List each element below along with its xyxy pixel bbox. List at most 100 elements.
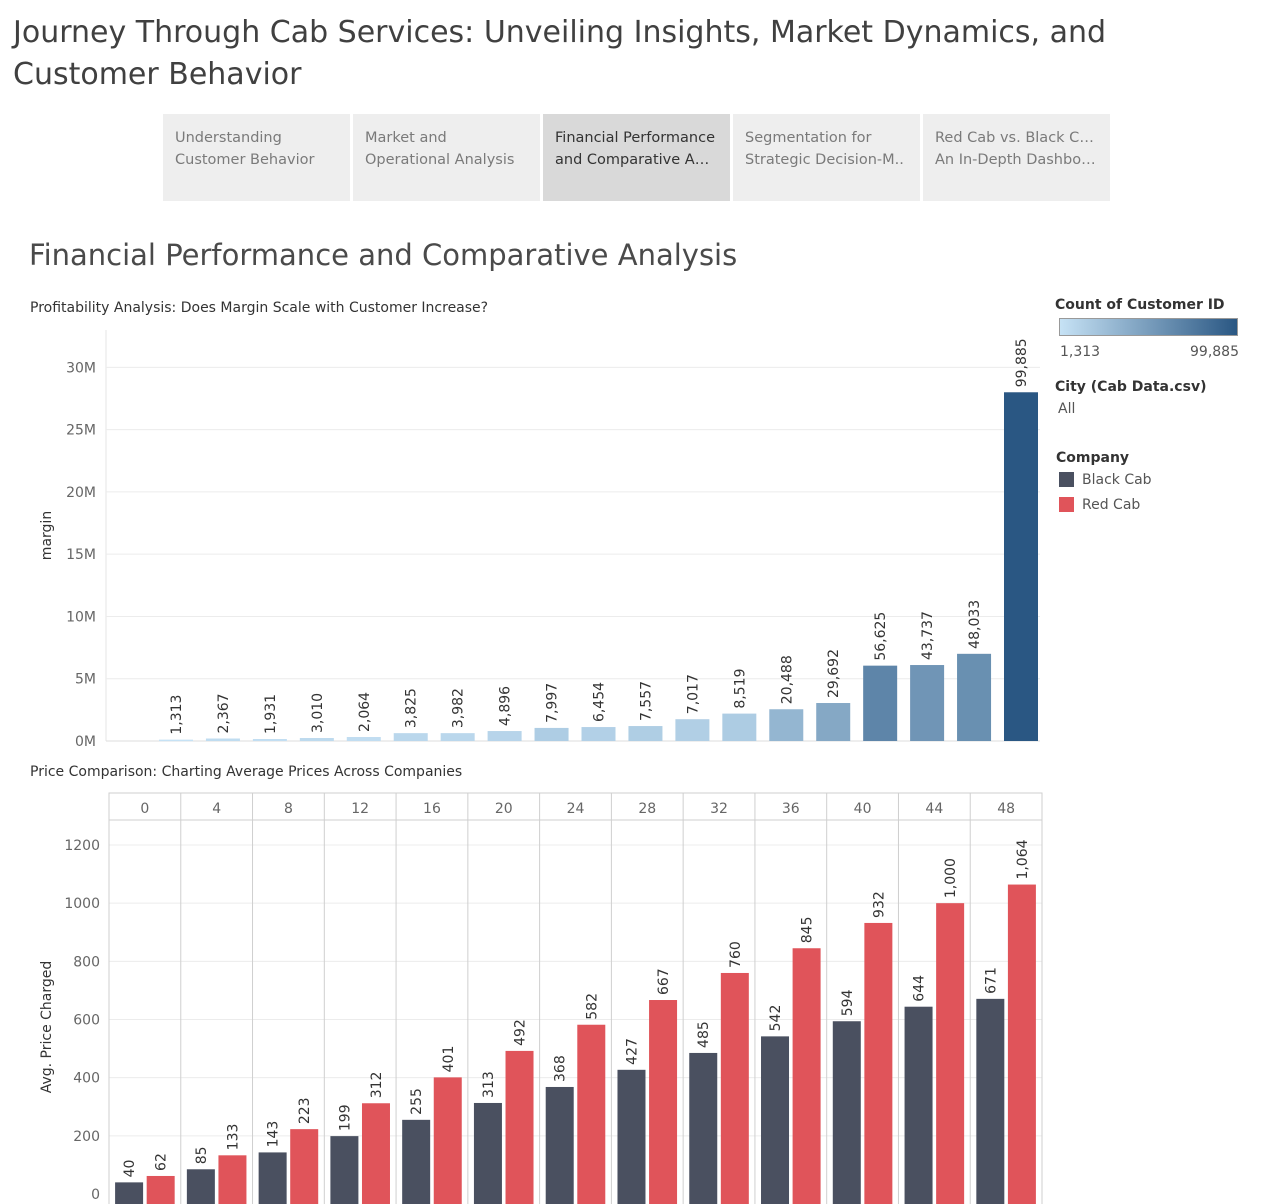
tab-red-vs-black-cab[interactable]: Red Cab vs. Black Cab: An In-Depth Dashb… <box>923 114 1110 201</box>
black-cab-swatch <box>1059 472 1074 487</box>
y-tick-label: 10M <box>66 609 96 625</box>
black-cab-bar <box>402 1119 431 1204</box>
black-cab-data-label: 143 <box>266 1121 282 1148</box>
y-axis-title: Avg. Price Charged <box>39 961 55 1094</box>
margin-bar <box>346 737 381 741</box>
bar-data-label: 7,557 <box>638 681 654 721</box>
black-cab-bar <box>258 1152 287 1204</box>
black-cab-data-label: 485 <box>696 1021 712 1048</box>
y-tick-label: 25M <box>66 423 96 439</box>
margin-bar <box>205 738 240 741</box>
tab-label-line1: Red Cab vs. Black Cab: <box>935 130 1098 146</box>
city-filter-value[interactable]: All <box>1058 401 1076 417</box>
black-cab-bar <box>186 1169 215 1204</box>
red-cab-data-label: 223 <box>297 1097 313 1124</box>
profitability-chart-title: Profitability Analysis: Does Margin Scal… <box>30 300 489 316</box>
red-cab-bar <box>433 1077 462 1204</box>
red-cab-data-label: 845 <box>800 917 816 944</box>
color-legend-max: 99,885 <box>1190 344 1239 360</box>
city-filter-title: City (Cab Data.csv) <box>1055 379 1207 395</box>
tab-financial-performance[interactable]: Financial Performance and Comparative An… <box>543 114 730 201</box>
price-chart-title: Price Comparison: Charting Average Price… <box>30 764 463 780</box>
black-cab-data-label: 199 <box>337 1104 353 1131</box>
bar-data-label: 6,454 <box>592 682 608 722</box>
bar-data-label: 20,488 <box>779 655 795 704</box>
bar-data-label: 2,064 <box>357 692 373 732</box>
black-cab-data-label: 542 <box>768 1005 784 1032</box>
black-cab-data-label: 594 <box>840 989 856 1016</box>
color-legend-min: 1,313 <box>1060 344 1101 360</box>
red-cab-data-label: 312 <box>369 1072 385 1099</box>
red-cab-legend-label[interactable]: Red Cab <box>1082 497 1141 513</box>
tab-label-line1: Segmentation for <box>745 130 872 146</box>
black-cab-legend-label[interactable]: Black Cab <box>1082 472 1152 488</box>
tab-label-line1: Understanding <box>175 130 282 146</box>
black-cab-data-label: 368 <box>553 1055 569 1082</box>
red-cab-data-label: 401 <box>441 1046 457 1073</box>
margin-bar <box>675 719 710 741</box>
story-title: Journey Through Cab Services: Unveiling … <box>13 15 1107 92</box>
red-cab-bar <box>290 1129 319 1204</box>
black-cab-bar <box>761 1036 790 1204</box>
column-header-label: 44 <box>925 801 943 817</box>
black-cab-bar <box>115 1182 144 1204</box>
red-cab-swatch <box>1059 497 1074 512</box>
y-tick-label: 15M <box>66 547 96 563</box>
black-cab-data-label: 427 <box>624 1038 640 1065</box>
bar-data-label: 2,367 <box>216 693 232 733</box>
bar-data-label: 4,896 <box>498 686 514 726</box>
tab-label-line2: Customer Behavior <box>175 152 315 168</box>
margin-bar <box>1004 392 1038 741</box>
margin-bar <box>769 709 804 741</box>
story-tabs: Understanding Customer Behavior Market a… <box>163 114 1110 201</box>
y-tick-label: 0M <box>75 734 96 750</box>
bar-data-label: 3,010 <box>310 693 326 733</box>
column-header-label: 36 <box>782 801 800 817</box>
tab-market-operational-analysis[interactable]: Market and Operational Analysis <box>353 114 540 201</box>
black-cab-data-label: 644 <box>912 975 928 1002</box>
column-header-label: 12 <box>351 801 369 817</box>
bar-data-label: 1,313 <box>169 695 185 735</box>
red-cab-bar <box>936 903 965 1204</box>
black-cab-bar <box>904 1006 933 1204</box>
red-cab-bar <box>649 1000 678 1204</box>
bar-data-label: 43,737 <box>920 611 936 660</box>
black-cab-bar <box>617 1069 646 1204</box>
color-legend-title: Count of Customer ID <box>1055 297 1225 313</box>
tab-label-line2: Strategic Decision-M.. <box>745 152 904 168</box>
black-cab-bar <box>832 1021 861 1204</box>
bar-data-label: 1,931 <box>263 694 279 734</box>
margin-bar <box>159 739 193 742</box>
black-cab-data-label: 313 <box>481 1071 497 1098</box>
margin-bar <box>393 733 428 741</box>
red-cab-bar <box>1007 884 1036 1204</box>
red-cab-bar <box>218 1155 247 1204</box>
y-tick-label: 400 <box>73 1071 100 1087</box>
margin-bar <box>816 703 851 741</box>
black-cab-bar <box>689 1052 718 1204</box>
y-axis-title: margin <box>39 511 55 560</box>
red-cab-data-label: 667 <box>656 968 672 995</box>
margin-bar <box>863 665 898 741</box>
y-tick-label: 600 <box>73 1013 100 1029</box>
red-cab-data-label: 932 <box>871 891 887 918</box>
bar-data-label: 29,692 <box>826 649 842 698</box>
column-header-label: 20 <box>495 801 513 817</box>
red-cab-data-label: 1,000 <box>943 858 959 898</box>
margin-bar <box>299 738 334 741</box>
bar-data-label: 3,982 <box>451 688 467 728</box>
tab-segmentation[interactable]: Segmentation for Strategic Decision-M.. <box>733 114 920 201</box>
black-cab-data-label: 255 <box>409 1088 425 1115</box>
black-cab-bar <box>473 1102 502 1204</box>
y-tick-label: 1000 <box>64 896 100 912</box>
profitability-chart: 0M 5M 10M 15M 20M 25M 30M margin 1,313 2,367 1,931… <box>39 330 1040 750</box>
red-cab-bar <box>792 948 821 1204</box>
tab-understanding-customer-behavior[interactable]: Understanding Customer Behavior <box>163 114 350 201</box>
margin-bar <box>252 739 287 741</box>
margin-bar <box>910 665 945 741</box>
price-comparison-chart: 0 200 400 600 800 1000 1200 Avg. Price Charged 0… <box>39 792 1043 1204</box>
y-tick-label: 20M <box>66 485 96 501</box>
margin-bar <box>440 733 475 741</box>
bar-data-label: 7,997 <box>545 683 561 723</box>
y-tick-label: 200 <box>73 1129 100 1145</box>
